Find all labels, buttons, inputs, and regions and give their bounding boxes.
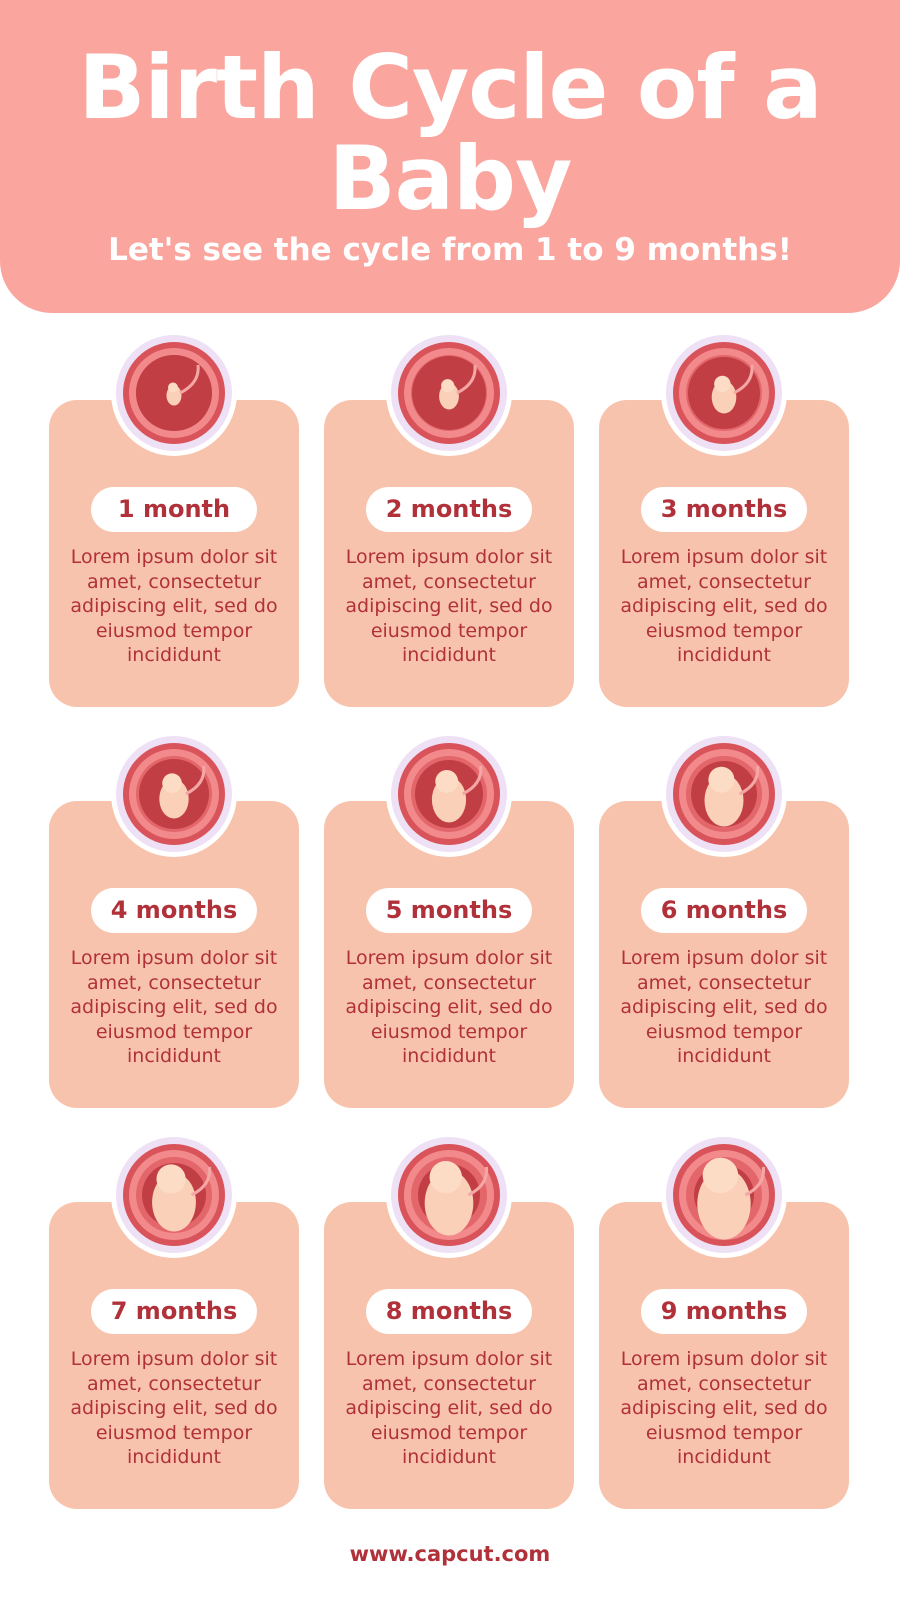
- stage-label: 9 months: [641, 1289, 807, 1334]
- footer-url: www.capcut.com: [349, 1542, 551, 1566]
- stage-card: 7 months Lorem ipsum dolor sit amet, con…: [49, 1132, 299, 1509]
- fetus-6-months-icon: [666, 736, 782, 852]
- fetus-4-months-icon: [116, 736, 232, 852]
- fetus-7-months-icon: [116, 1137, 232, 1253]
- page-title-line1: Birth Cycle of a: [78, 36, 822, 139]
- badge-frame: [111, 330, 237, 456]
- badge-frame: [386, 330, 512, 456]
- badge-frame: [111, 1132, 237, 1258]
- stage-label: 5 months: [366, 888, 532, 933]
- stage-card: 2 months Lorem ipsum dolor sit amet, con…: [324, 330, 574, 707]
- stage-card: 9 months Lorem ipsum dolor sit amet, con…: [599, 1132, 849, 1509]
- header-banner: Birth Cycle of a Baby Let's see the cycl…: [0, 0, 900, 313]
- stage-label: 3 months: [641, 487, 807, 532]
- stage-card: 5 months Lorem ipsum dolor sit amet, con…: [324, 731, 574, 1108]
- stage-description: Lorem ipsum dolor sit amet, consectetur …: [620, 1348, 828, 1468]
- stage-card: 4 months Lorem ipsum dolor sit amet, con…: [49, 731, 299, 1108]
- fetus-8-months-icon: [391, 1137, 507, 1253]
- fetus-1-month-icon: [116, 335, 232, 451]
- fetus-9-months-icon: [666, 1137, 782, 1253]
- stage-card: 6 months Lorem ipsum dolor sit amet, con…: [599, 731, 849, 1108]
- stage-label: 6 months: [641, 888, 807, 933]
- stage-description: Lorem ipsum dolor sit amet, consectetur …: [345, 546, 553, 666]
- fetus-5-months-icon: [391, 736, 507, 852]
- stage-card: 1 month Lorem ipsum dolor sit amet, cons…: [49, 330, 299, 707]
- badge-frame: [661, 330, 787, 456]
- stage-label: 7 months: [91, 1289, 257, 1334]
- stage-description: Lorem ipsum dolor sit amet, consectetur …: [70, 546, 278, 666]
- stage-description: Lorem ipsum dolor sit amet, consectetur …: [70, 1348, 278, 1468]
- stage-label: 1 month: [91, 487, 257, 532]
- stage-label: 4 months: [91, 888, 257, 933]
- page-title-line2: Baby: [328, 127, 573, 230]
- fetus-2-months-icon: [391, 335, 507, 451]
- stage-description: Lorem ipsum dolor sit amet, consectetur …: [345, 1348, 553, 1468]
- badge-frame: [661, 731, 787, 857]
- badge-frame: [661, 1132, 787, 1258]
- stage-label: 8 months: [366, 1289, 532, 1334]
- stage-description: Lorem ipsum dolor sit amet, consectetur …: [620, 546, 828, 666]
- stage-card: 3 months Lorem ipsum dolor sit amet, con…: [599, 330, 849, 707]
- stage-card: 8 months Lorem ipsum dolor sit amet, con…: [324, 1132, 574, 1509]
- stage-description: Lorem ipsum dolor sit amet, consectetur …: [70, 947, 278, 1067]
- badge-frame: [386, 731, 512, 857]
- stage-description: Lorem ipsum dolor sit amet, consectetur …: [345, 947, 553, 1067]
- stage-label: 2 months: [366, 487, 532, 532]
- badge-frame: [386, 1132, 512, 1258]
- badge-frame: [111, 731, 237, 857]
- page-subtitle: Let's see the cycle from 1 to 9 months!: [108, 232, 792, 268]
- stage-description: Lorem ipsum dolor sit amet, consectetur …: [620, 947, 828, 1067]
- fetus-3-months-icon: [666, 335, 782, 451]
